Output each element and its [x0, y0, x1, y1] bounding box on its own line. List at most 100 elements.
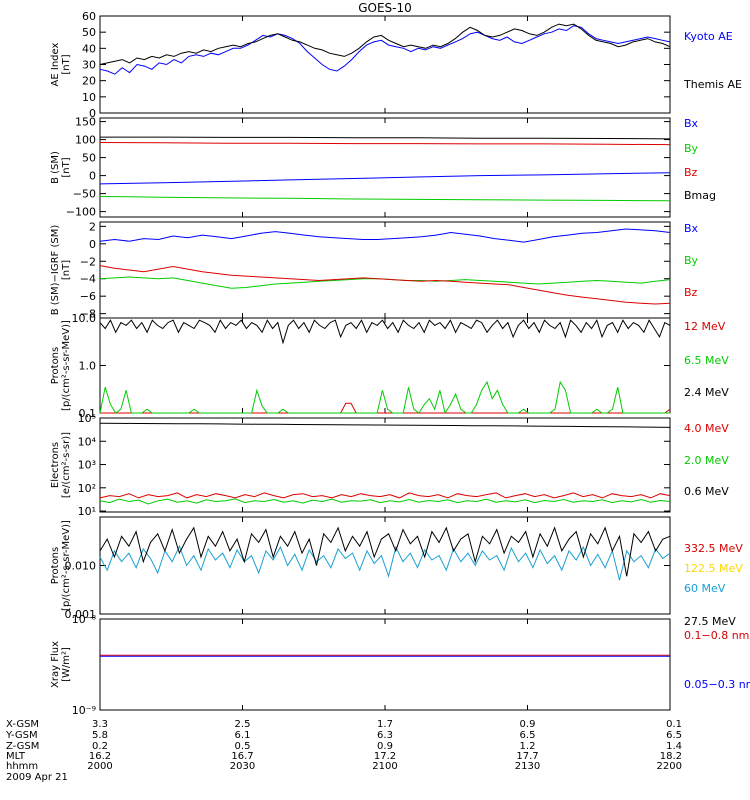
legend-label: Bz [684, 166, 698, 179]
y-axis-label: [nT] [61, 260, 72, 280]
legend-label: Bx [684, 117, 699, 130]
legend-label: Bx [684, 222, 699, 235]
date-label: 2009 Apr 21 [6, 772, 68, 783]
y-tick-label: 2 [89, 220, 96, 233]
legend-label: Themis AE [683, 78, 742, 91]
legend-label: 0.05−0.3 nm [684, 678, 750, 691]
x-axis-value: 2200 [657, 761, 682, 772]
plot-frame [99, 221, 671, 319]
series-line-bmag [100, 136, 671, 140]
legend-label: 4.0 MeV [684, 422, 729, 435]
x-axis-value: 0.9 [520, 719, 536, 730]
y-axis-label: Protons [50, 347, 61, 384]
y-tick-label: 10 [82, 91, 96, 104]
y-tick-label: 10³ [78, 459, 96, 472]
legend-label: Bz [684, 286, 698, 299]
x-axis-row-label: X-GSM [6, 719, 39, 730]
legend-label: 0.6 MeV [684, 485, 729, 498]
y-tick-label: 0.010 [65, 560, 97, 573]
y-axis-label: Protons [50, 547, 61, 584]
y-tick-label: −8 [80, 308, 96, 321]
y-axis-label: Electrons [50, 442, 61, 488]
y-tick-label: 10¹ [78, 505, 96, 518]
legend-label: 332.5 MeV [684, 542, 743, 555]
legend-label: 122.5 MeV [684, 562, 743, 575]
x-axis-value: 2130 [515, 761, 540, 772]
y-tick-label: 10⁻⁸ [72, 613, 97, 626]
x-axis-value: 0.1 [666, 719, 682, 730]
x-axis-value: 0.5 [235, 741, 251, 752]
series-line-kyoto-ae [99, 25, 671, 75]
series-line-bz [99, 265, 671, 305]
legend-label: 27.5 MeV [684, 615, 736, 628]
series-line-bx [99, 172, 671, 185]
legend-label: 12 MeV [684, 320, 726, 333]
series-line-0-6-mev [99, 422, 671, 428]
y-tick-label: 0 [89, 238, 96, 251]
figure-title: GOES-10 [358, 1, 412, 15]
x-axis-row-label: MLT [6, 751, 26, 762]
panel-bgsm: 150 100 50 0 −50 −100 B (SM) [nT] Bx By Bz Bmag [50, 116, 716, 219]
y-tick-label: 40 [82, 42, 96, 55]
x-axis-row-label: Y-GSM [5, 730, 38, 741]
series-line-4-0-mev [99, 492, 671, 499]
y-tick-label: 30 [82, 59, 96, 72]
x-axis-value: 5.8 [92, 730, 108, 741]
x-axis-value: 6.5 [520, 730, 536, 741]
y-tick-label: 0 [89, 170, 96, 183]
y-tick-label: −6 [80, 290, 96, 303]
panel-xray: 10⁻⁸ 10⁻⁹ Xray Flux [W/m²] 0.1−0.8 nm 0.05−0.… [50, 613, 750, 717]
y-axis-label: B (SM) [50, 151, 61, 184]
x-axis-value: 16.7 [231, 751, 253, 762]
plot-frame [99, 417, 671, 513]
x-axis-value: 2100 [372, 761, 397, 772]
panel-protons_low: 10.0 1.0 0.1 Protons [p/(cm²-s-sr-MeV)] 12 Me… [50, 312, 729, 420]
x-axis-value: 17.7 [516, 751, 538, 762]
series-line-bx [99, 228, 671, 243]
y-tick-label: 10.0 [72, 312, 97, 325]
legend-label: By [684, 142, 699, 155]
series-line-6-5-mev [99, 380, 670, 415]
panel-ae: 60 50 40 30 20 10 0 AE Index [nT] Kyoto AE Themis … [50, 10, 742, 120]
legend-label: Bmag [684, 189, 716, 202]
y-axis-label: [nT] [61, 54, 72, 74]
y-tick-label: −100 [66, 206, 96, 219]
x-axis-value: 18.2 [660, 751, 682, 762]
x-axis-value: 0.2 [92, 741, 108, 752]
y-tick-label: 10⁵ [78, 412, 96, 425]
y-axis-label: AE Index [50, 42, 61, 86]
y-axis-label: [nT] [61, 157, 72, 177]
y-tick-label: −4 [80, 273, 96, 286]
y-tick-label: 20 [82, 75, 96, 88]
y-axis-label: [e/(cm²-s-sr)] [61, 432, 72, 498]
x-axis-value: 2000 [87, 761, 112, 772]
x-axis-row-label: hhmm [6, 761, 38, 772]
x-axis-value: 6.3 [377, 730, 393, 741]
y-tick-label: 0.1 [79, 407, 97, 420]
x-axis-value: 1.4 [666, 741, 682, 752]
x-axis-row-label: Z-GSM [6, 741, 39, 752]
y-tick-label: 100 [75, 134, 96, 147]
series-line-bz [99, 142, 671, 146]
plot-frame [99, 117, 671, 218]
legend-label: 2.0 MeV [684, 454, 729, 467]
legend-label: Kyoto AE [684, 30, 733, 43]
y-tick-label: 50 [82, 152, 96, 165]
panel-bdiff: 2 0 −2 −4 −6 −8 B (SM)−IGRF (SM) [nT] Bx By Bz [50, 220, 699, 320]
y-axis-label: [p/(cm²-s-sr-MeV)] [61, 520, 72, 611]
series-line-themis-ae [99, 23, 671, 65]
y-tick-label: 60 [82, 10, 96, 23]
y-tick-label: 10⁻⁹ [72, 704, 96, 717]
y-tick-label: 150 [75, 116, 96, 129]
series-line-by [99, 196, 671, 202]
x-axis-value: 0.9 [377, 741, 393, 752]
panel-protons_high: 0.010 0.001 Protons [p/(cm²-s-sr-MeV)] 332.5… [50, 516, 743, 628]
y-tick-label: 0.001 [65, 608, 97, 621]
y-tick-label: −50 [73, 188, 96, 201]
y-axis-label: B (SM)−IGRF (SM) [50, 225, 61, 316]
legend-label: By [684, 254, 699, 267]
y-tick-label: 50 [82, 26, 96, 39]
